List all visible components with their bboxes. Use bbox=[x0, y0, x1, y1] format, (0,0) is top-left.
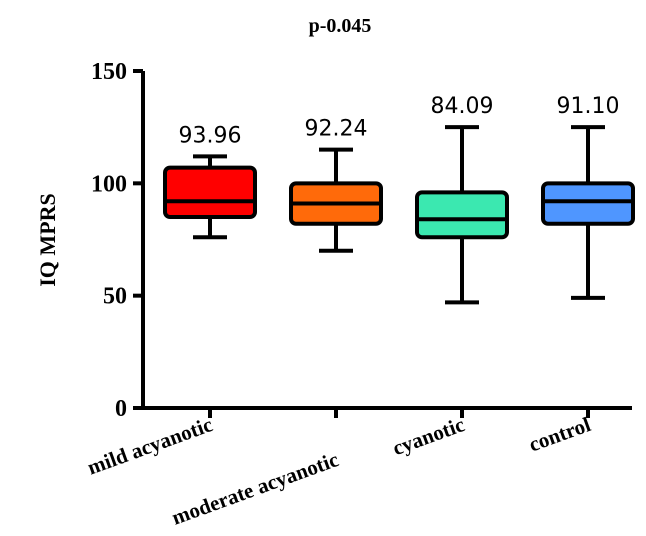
box-control bbox=[541, 125, 635, 300]
x-tick-label: mild acyanotic bbox=[84, 412, 216, 479]
x-tick-label: cyanotic bbox=[389, 412, 467, 460]
y-tick-label: 0 bbox=[115, 396, 127, 422]
mean-label: 84.09 bbox=[431, 94, 494, 119]
iqr-box bbox=[415, 190, 509, 240]
mean-label: 92.24 bbox=[305, 117, 368, 142]
box-moderate-acyanotic bbox=[289, 147, 383, 253]
boxes bbox=[163, 125, 635, 305]
y-tick-label: 150 bbox=[91, 59, 127, 85]
box-cyanotic bbox=[415, 125, 509, 305]
mean-label: 93.96 bbox=[179, 123, 242, 148]
x-tick-label: control bbox=[526, 412, 594, 456]
x-tick-label: moderate acyanotic bbox=[169, 447, 342, 530]
mean-label: 91.10 bbox=[557, 94, 620, 119]
iqr-box bbox=[541, 181, 635, 226]
y-tick-label: 50 bbox=[103, 284, 127, 310]
axes: 0 50 100 150 bbox=[91, 59, 632, 422]
iqr-box bbox=[163, 165, 257, 220]
y-axis-label: IQ MPRS bbox=[35, 193, 60, 287]
box-mild-acyanotic bbox=[163, 154, 257, 240]
chart-title: p-0.045 bbox=[309, 15, 372, 37]
y-tick-label: 100 bbox=[91, 171, 127, 197]
